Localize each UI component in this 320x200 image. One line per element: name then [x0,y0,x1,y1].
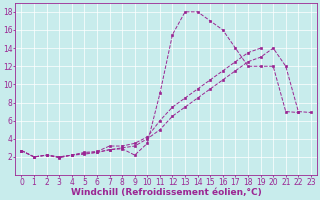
X-axis label: Windchill (Refroidissement éolien,°C): Windchill (Refroidissement éolien,°C) [71,188,261,197]
